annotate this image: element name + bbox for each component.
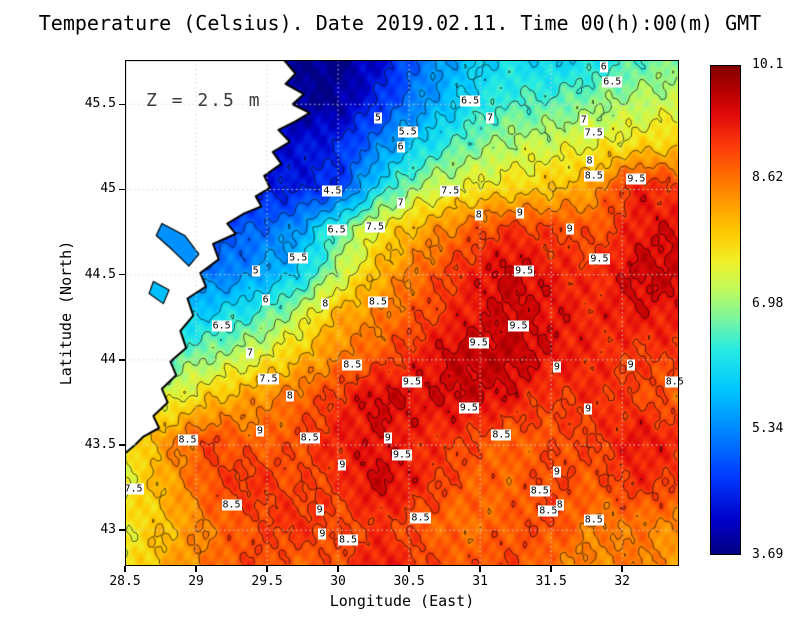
contour-label: 7	[396, 197, 405, 209]
contour-label: 9.5	[391, 449, 413, 461]
contour-label: 5	[251, 265, 260, 277]
contour-label: 9	[515, 207, 524, 219]
y-tick-mark	[119, 103, 125, 106]
x-tick-mark	[408, 566, 410, 572]
y-tick-label: 44	[100, 351, 116, 367]
contour-label: 5.5	[397, 126, 418, 138]
contour-label: 8	[321, 298, 330, 310]
x-tick-mark	[479, 566, 481, 572]
contour-label: 8.5	[337, 534, 359, 546]
contour-label: 9	[318, 528, 327, 540]
contour-label: 5.5	[288, 252, 309, 264]
x-tick-mark	[550, 566, 552, 572]
contour-label: 7.5	[440, 185, 461, 197]
contour-label: 9	[315, 504, 324, 516]
x-tick-mark	[266, 566, 268, 572]
x-tick-label: 30	[330, 574, 346, 589]
contour-label: 9.5	[458, 402, 479, 414]
contour-label: 8.5	[410, 512, 431, 524]
contour-label: 8	[555, 499, 564, 511]
contour-label: 6	[599, 61, 608, 73]
contour-label: 8.5	[491, 429, 512, 441]
contour-label: 9.5	[508, 320, 529, 332]
x-tick-mark	[621, 566, 623, 572]
contour-label: 9	[626, 359, 635, 371]
y-axis-label: Latitude (North)	[57, 240, 75, 386]
contour-label: 9.5	[626, 173, 647, 185]
contour-label: 8	[474, 209, 483, 221]
y-tick-mark	[119, 529, 125, 531]
contour-label: 9	[255, 425, 264, 437]
contour-label: 6.5	[602, 76, 623, 88]
colorbar	[710, 65, 741, 555]
y-tick-mark	[119, 188, 125, 191]
x-tick-mark	[124, 566, 126, 572]
contour-label: 6.5	[211, 320, 232, 332]
contour-label: 8.5	[538, 505, 559, 517]
contour-label: 8.5	[583, 170, 604, 182]
contour-label: 9.5	[589, 253, 610, 265]
contour-label: 7.5	[364, 221, 386, 233]
y-tick-mark	[119, 359, 125, 361]
x-tick-mark	[337, 566, 339, 572]
y-tick-label: 43.5	[84, 437, 116, 453]
contour-label: 8.5	[177, 434, 198, 446]
contour-label: 9	[584, 403, 593, 415]
x-tick-mark	[195, 566, 197, 572]
x-tick-label: 31	[472, 574, 488, 589]
contour-label: 7	[579, 114, 588, 126]
contour-label: 8	[285, 390, 294, 402]
colorbar-tick-label: 3.69	[752, 547, 784, 562]
y-tick-label: 45	[100, 181, 116, 197]
contour-label: 8.5	[367, 296, 388, 308]
contour-label: 9	[552, 361, 561, 373]
colorbar-tick-label: 10.1	[752, 57, 784, 72]
contour-label: 7	[245, 347, 255, 359]
y-tick-label: 45.5	[84, 96, 116, 112]
contour-label: 8.5	[299, 432, 320, 444]
y-tick-label: 44.5	[84, 266, 116, 282]
contour-label: 7.5	[123, 483, 144, 495]
x-tick-label: 32	[614, 574, 630, 589]
x-tick-label: 28.5	[109, 574, 141, 589]
y-tick-mark	[119, 273, 125, 276]
contour-label: 8.5	[221, 499, 242, 511]
contour-label: 6	[396, 141, 405, 153]
contour-label: 6	[261, 294, 270, 306]
contour-label: 9	[338, 459, 347, 471]
contour-label: 5	[373, 112, 382, 124]
contour-label: 8.5	[342, 359, 363, 371]
x-axis-label: Longitude (East)	[329, 592, 475, 610]
x-tick-label: 29	[188, 574, 204, 589]
contour-label: 4.5	[322, 185, 343, 197]
y-tick-mark	[119, 444, 125, 446]
colorbar-tick-label: 5.34	[752, 420, 784, 436]
contour-labels-layer: 6 6.5 6.5 5 7 5.5 7 7.5 6 8 8.5 9.5 4.5 7.5 7 8 9 6.5 7.5 9…	[123, 60, 685, 566]
contour-label: 9.5	[401, 376, 422, 388]
contour-label: 9	[552, 466, 561, 478]
contour-label: 7	[486, 112, 495, 124]
x-tick-label: 31.5	[535, 574, 567, 589]
contour-label: 9.5	[514, 265, 535, 277]
contour-label: 7.5	[583, 127, 604, 139]
contour-label: 6.5	[460, 95, 481, 107]
colorbar-tick-label: 8.62	[752, 170, 784, 186]
contour-label: 6.5	[326, 224, 347, 236]
figure-title: Temperature (Celsius). Date 2019.02.11. …	[38, 11, 762, 35]
contour-label: 7.5	[258, 373, 279, 385]
depth-annotation: Z = 2.5 m	[146, 90, 262, 111]
contour-label: 9.5	[468, 337, 489, 349]
y-tick-label: 43	[100, 522, 116, 538]
contour-label: 8.5	[529, 485, 550, 497]
x-tick-label: 29.5	[251, 574, 283, 589]
contour-label: 8.5	[664, 376, 685, 388]
colorbar-tick-label: 6.98	[752, 295, 784, 311]
contour-label: 9	[383, 432, 392, 444]
contour-label: 8.5	[583, 514, 604, 526]
x-tick-label: 30.5	[393, 574, 425, 589]
contour-label: 8	[585, 155, 594, 167]
map-plot-area: 6 6.5 6.5 5 7 5.5 7 7.5 6 8 8.5 9.5 4.5 7.5 7 8 9 6.5 7.5 9…	[123, 60, 685, 566]
contour-label: 9	[565, 223, 574, 235]
